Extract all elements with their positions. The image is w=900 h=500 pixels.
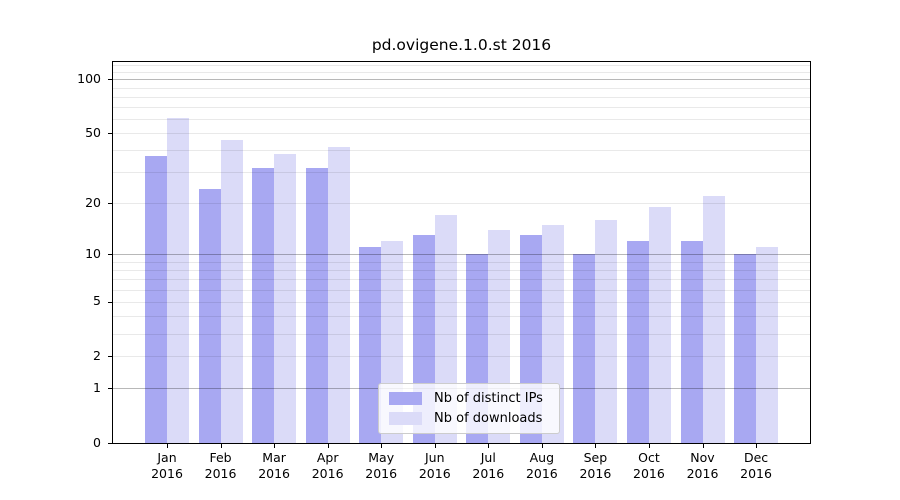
- x-tick-label-oct: Oct 2016: [633, 450, 665, 482]
- y-tick-label-2: 2: [93, 347, 101, 363]
- gridline-30: [113, 172, 810, 174]
- legend-swatch-downloads: [389, 412, 422, 425]
- x-tick-label-feb: Feb 2016: [204, 450, 237, 482]
- x-tick-label-jan: Jan 2016: [151, 450, 183, 482]
- legend-item-distinct-ips: Nb of distinct IPs: [389, 391, 543, 406]
- y-tick-label-1: 1: [93, 379, 101, 395]
- bar-jan-distinct-ips: [145, 156, 167, 443]
- bar-nov-downloads: [702, 195, 725, 443]
- plot-area: Nb of distinct IPs Nb of downloads: [112, 61, 811, 444]
- x-tick-mark-jan: [167, 444, 168, 448]
- y-tick-mark-2: [108, 356, 112, 358]
- x-tick-label-jul: Jul 2016: [472, 450, 505, 482]
- x-tick-label-sep: Sep 2016: [579, 450, 612, 482]
- y-tick-mark-50: [108, 133, 112, 135]
- legend-item-downloads: Nb of downloads: [389, 411, 543, 426]
- y-tick-mark-10: [108, 254, 112, 256]
- bar-sep-downloads: [595, 219, 618, 443]
- bar-apr-distinct-ips: [305, 167, 328, 443]
- chart-title: pd.ovigene.1.0.st 2016: [371, 36, 552, 54]
- x-tick-label-apr: Apr 2016: [311, 450, 344, 482]
- y-tick-label-5: 5: [93, 293, 101, 309]
- bar-feb-downloads: [220, 139, 243, 443]
- x-tick-mark-apr: [327, 444, 329, 448]
- x-tick-mark-may: [381, 444, 383, 448]
- bar-dec-downloads: [756, 247, 779, 443]
- gridline-90: [113, 87, 810, 89]
- x-tick-mark-mar: [274, 444, 276, 448]
- x-tick-label-jun: Jun 2016: [418, 450, 451, 482]
- bar-oct-downloads: [648, 206, 671, 443]
- bar-mar-distinct-ips: [252, 167, 275, 443]
- x-tick-mark-dec: [756, 444, 758, 448]
- gridline-80: [113, 96, 810, 98]
- x-tick-mark-feb: [220, 444, 222, 448]
- bar-nov-distinct-ips: [680, 240, 703, 443]
- y-tick-mark-20: [108, 203, 112, 205]
- bar-sep-distinct-ips: [573, 254, 596, 443]
- gridline-120: [113, 65, 810, 67]
- x-tick-mark-aug: [541, 444, 543, 448]
- bar-oct-distinct-ips: [626, 240, 649, 443]
- x-tick-label-nov: Nov 2016: [686, 450, 719, 482]
- legend: Nb of distinct IPs Nb of downloads: [378, 383, 560, 434]
- y-tick-label-20: 20: [85, 194, 101, 210]
- bar-mar-downloads: [274, 154, 297, 443]
- y-tick-mark-100: [108, 79, 112, 81]
- y-tick-label-10: 10: [85, 245, 101, 261]
- y-tick-label-100: 100: [77, 70, 101, 86]
- y-tick-label-50: 50: [85, 124, 101, 140]
- gridline-60: [113, 119, 810, 121]
- bar-may-distinct-ips: [359, 247, 382, 443]
- x-tick-mark-sep: [595, 444, 597, 448]
- y-tick-label-0: 0: [93, 434, 101, 450]
- bar-feb-distinct-ips: [198, 189, 221, 443]
- x-tick-mark-jun: [434, 444, 436, 448]
- y-tick-mark-1: [108, 388, 112, 390]
- gridline-110: [113, 71, 810, 73]
- x-tick-mark-jul: [488, 444, 490, 448]
- gridline-50: [113, 133, 810, 135]
- x-tick-label-dec: Dec 2016: [740, 450, 772, 482]
- y-tick-mark-0: [108, 443, 112, 444]
- x-tick-mark-nov: [702, 444, 704, 448]
- x-tick-mark-oct: [648, 444, 650, 448]
- legend-label-distinct-ips: Nb of distinct IPs: [434, 391, 543, 406]
- legend-label-downloads: Nb of downloads: [434, 411, 543, 426]
- gridline-100: [113, 79, 810, 81]
- gridline-40: [113, 150, 810, 152]
- y-tick-mark-5: [108, 301, 112, 303]
- bar-jan-downloads: [167, 117, 189, 443]
- bar-dec-distinct-ips: [734, 254, 757, 443]
- x-tick-label-may: May 2016: [365, 450, 398, 482]
- legend-swatch-distinct-ips: [389, 392, 422, 405]
- x-tick-label-mar: Mar 2016: [258, 450, 290, 482]
- x-tick-label-aug: Aug 2016: [525, 450, 558, 482]
- bar-apr-downloads: [327, 146, 350, 443]
- gridline-70: [113, 107, 810, 109]
